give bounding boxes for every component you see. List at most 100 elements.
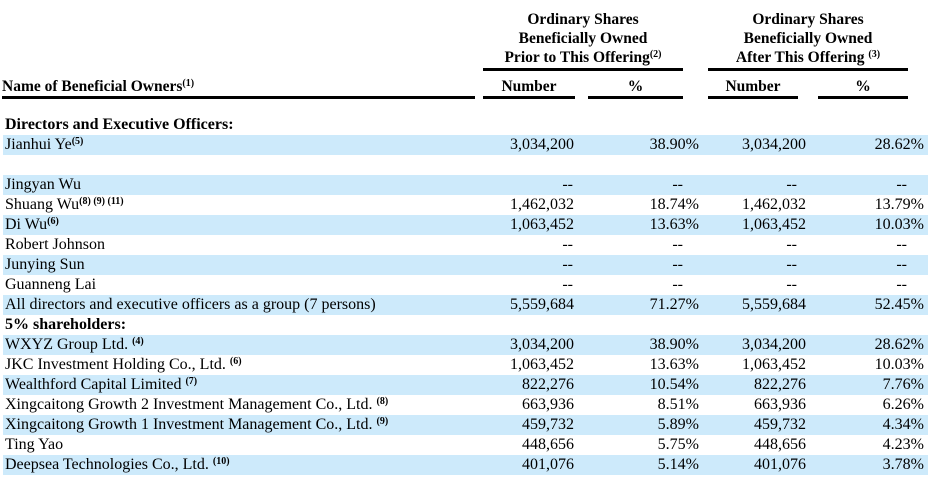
value-cell: 3,034,200	[480, 335, 576, 355]
value-cell: --	[576, 255, 703, 275]
value-cell: 1,063,452	[480, 215, 576, 235]
value-cell	[576, 155, 703, 175]
owner-name-cell: JKC Investment Holding Co., Ltd. (6)	[5, 356, 242, 373]
value-cell: 459,732	[480, 415, 576, 435]
owner-name-cell: Directors and Executive Officers:	[5, 116, 234, 133]
value-cell: 8.51%	[657, 396, 699, 413]
value-cell: 71.27%	[576, 295, 703, 315]
footnote-ref: (8) (9) (11)	[79, 196, 124, 207]
value-cell: 3,034,200	[703, 135, 812, 155]
value-cell: 52.45%	[812, 295, 928, 315]
group-title-line: Ordinary Shares	[752, 11, 864, 28]
owner-name-cell: Deepsea Technologies Co., Ltd. (10)	[3, 455, 480, 475]
value-cell: 5.75%	[657, 436, 699, 453]
owner-name-cell: Jianhui Ye(5)	[3, 135, 480, 155]
value-cell: 1,063,452	[742, 356, 806, 373]
value-cell: 663,936	[754, 396, 806, 413]
footnote-ref: (10)	[212, 456, 230, 467]
section-header-row: Directors and Executive Officers:	[3, 115, 928, 135]
value-cell	[812, 315, 928, 335]
number-column-header-prior: Number	[483, 77, 575, 99]
value-cell	[480, 155, 576, 175]
owner-name-cell: Xingcaitong Growth 1 Investment Manageme…	[3, 415, 480, 435]
table-row: WXYZ Group Ltd. (4) 3,034,200 38.90% 3,034,…	[3, 335, 928, 355]
value-cell: --	[480, 175, 576, 195]
percent-column-header-after: %	[818, 77, 908, 99]
table-row: Jingyan Wu -- -- -- --	[3, 175, 928, 195]
group-title-text: Prior to This Offering	[504, 49, 650, 66]
footnote-ref: (6)	[229, 356, 242, 367]
value-cell: 1,063,452	[703, 215, 812, 235]
number-column-header-after: Number	[708, 77, 798, 99]
name-column-header-text: Name of Beneficial Owners	[2, 78, 183, 95]
value-cell	[703, 115, 812, 135]
value-cell: --	[480, 255, 576, 275]
value-cell: 10.54%	[576, 375, 703, 395]
value-cell: --	[896, 236, 907, 253]
footnote-ref: (7)	[185, 376, 198, 387]
footnote-ref: (6)	[47, 216, 59, 227]
value-cell: 5.14%	[576, 455, 703, 475]
value-cell: --	[812, 175, 928, 195]
value-cell: 4.34%	[812, 415, 928, 435]
table-row: Jianhui Ye(5) 3,034,200 38.90% 3,034,200 28.…	[3, 135, 928, 155]
table-row: Robert Johnson -- -- -- --	[3, 235, 928, 255]
owner-name-cell: Junying Sun	[3, 255, 480, 275]
value-cell: 3,034,200	[703, 335, 812, 355]
value-cell: 18.74%	[649, 196, 699, 213]
value-cell: 1,063,452	[510, 356, 574, 373]
owner-name-cell: Xingcaitong Growth 2 Investment Manageme…	[5, 396, 389, 413]
value-cell: --	[562, 236, 573, 253]
value-cell: 459,732	[703, 415, 812, 435]
value-cell: 1,462,032	[510, 196, 574, 213]
value-cell: 13.79%	[874, 196, 924, 213]
value-cell	[480, 115, 576, 135]
beneficial-ownership-table: Directors and Executive Officers: Jianhui…	[3, 115, 928, 475]
value-cell: 822,276	[480, 375, 576, 395]
value-cell	[812, 155, 928, 175]
table-row: Di Wu(6) 1,063,452 13.63% 1,063,452 10.03%	[3, 215, 928, 235]
value-cell: 401,076	[480, 455, 576, 475]
group-title-text: After This Offering	[735, 49, 869, 66]
name-column-header: Name of Beneficial Owners(1)	[2, 77, 475, 99]
footnote-ref: (9)	[376, 416, 389, 427]
value-cell: 6.26%	[882, 396, 924, 413]
value-cell: 822,276	[703, 375, 812, 395]
owner-name-cell: Guanneng Lai	[5, 276, 97, 293]
value-cell: --	[896, 276, 907, 293]
value-cell: 7.76%	[812, 375, 928, 395]
owner-name-cell	[3, 155, 480, 175]
table-row: JKC Investment Holding Co., Ltd. (6) 1,06…	[3, 355, 928, 375]
value-cell	[812, 115, 928, 135]
owner-name-cell: WXYZ Group Ltd. (4)	[3, 335, 480, 355]
value-cell: 4.23%	[882, 436, 924, 453]
value-cell: --	[672, 276, 683, 293]
table-row: Junying Sun -- -- -- --	[3, 255, 928, 275]
owner-name-cell: Robert Johnson	[5, 236, 105, 253]
value-cell: 10.03%	[812, 215, 928, 235]
value-cell: 448,656	[754, 436, 806, 453]
value-cell: 3,034,200	[480, 135, 576, 155]
owner-name-cell: Di Wu(6)	[3, 215, 480, 235]
owner-name-cell: Wealthford Capital Limited (7)	[3, 375, 480, 395]
value-cell: 38.90%	[576, 335, 703, 355]
value-cell: 3.78%	[812, 455, 928, 475]
value-cell: 401,076	[703, 455, 812, 475]
value-cell: 663,936	[522, 396, 574, 413]
table-row: Ting Yao 448,656 5.75% 448,656 4.23%	[3, 435, 928, 455]
value-cell: 38.90%	[576, 135, 703, 155]
ownership-table-body: Directors and Executive Officers: Jianhui…	[3, 115, 928, 475]
table-row: Xingcaitong Growth 1 Investment Manageme…	[3, 415, 928, 435]
footnote-ref: (1)	[182, 78, 195, 89]
value-cell	[703, 155, 812, 175]
value-cell: --	[812, 255, 928, 275]
value-cell: 5.89%	[576, 415, 703, 435]
group-title-line: Ordinary Shares	[527, 11, 639, 28]
value-cell: 28.62%	[812, 335, 928, 355]
value-cell: --	[562, 276, 573, 293]
value-cell: --	[703, 255, 812, 275]
footnote-ref: (3)	[868, 49, 881, 60]
column-group-after-offering: Ordinary Shares Beneficially Owned After…	[708, 10, 908, 71]
section-header-row: 5% shareholders:	[3, 315, 928, 335]
